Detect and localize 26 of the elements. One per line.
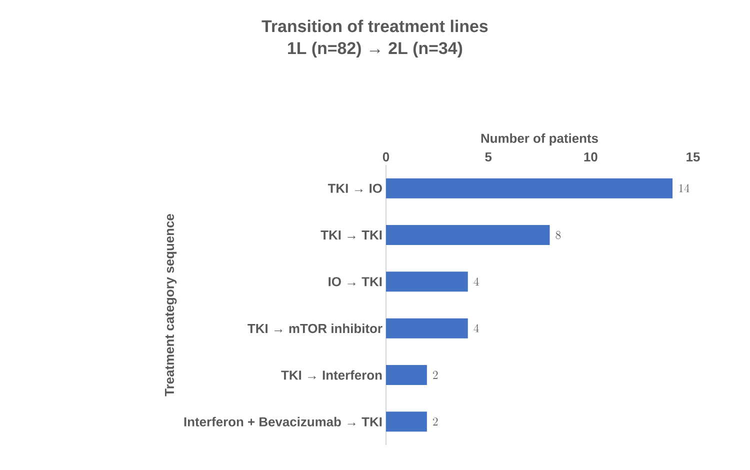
x-tick-label: 15: [686, 152, 700, 162]
y-tick-label: TKI → Interferon: [281, 370, 382, 380]
y-tick-label: TKI → TKI: [320, 230, 382, 240]
y-axis-title: Treatment category sequence: [164, 214, 177, 396]
bar: [386, 365, 427, 386]
data-label: 4: [474, 277, 479, 286]
bar: [386, 178, 673, 198]
y-tick-label: Interferon + Bevacizumab → TKI: [184, 416, 382, 426]
chart-title: Transition of treatment lines: [262, 20, 488, 32]
data-label: 14: [679, 184, 690, 192]
chart-subtitle: 1L (n=82) → 2L (n=34): [288, 42, 462, 58]
data-label: 2: [433, 370, 438, 379]
y-tick-label: TKI → mTOR inhibitor: [248, 324, 382, 334]
data-label: 4: [474, 324, 479, 332]
y-tick-label: IO → TKI: [328, 277, 382, 286]
bar: [386, 272, 468, 292]
y-tick-label: TKI → IO: [328, 184, 382, 193]
x-tick-label: 10: [584, 152, 598, 162]
data-label: 2: [433, 418, 438, 426]
x-axis-title: Number of patients: [481, 133, 598, 146]
x-tick-label: 5: [485, 152, 492, 162]
x-tick-label: 0: [382, 152, 390, 162]
bar: [386, 225, 550, 245]
bar: [386, 412, 427, 432]
data-label: 8: [556, 230, 561, 240]
bar: [386, 318, 468, 338]
